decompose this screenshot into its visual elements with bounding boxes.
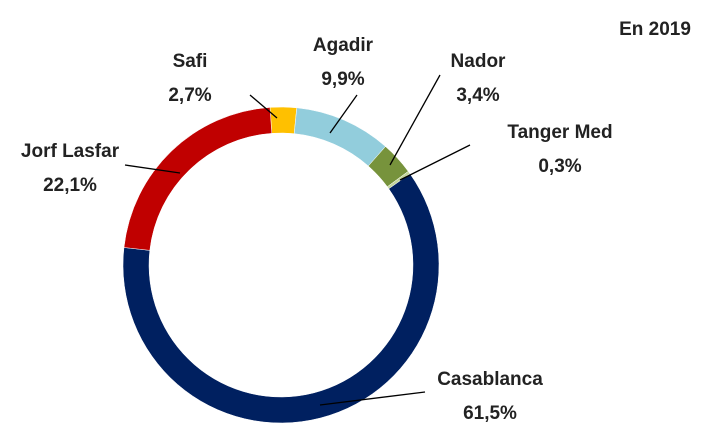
category-label: Casablanca <box>437 369 543 390</box>
category-label: Nador <box>451 51 507 72</box>
donut-segment <box>269 106 298 134</box>
value-label: 2,7% <box>168 85 211 106</box>
category-label: Jorf Lasfar <box>21 141 120 162</box>
donut-segment <box>123 107 273 251</box>
value-label: 61,5% <box>463 403 517 423</box>
value-label: 0,3% <box>538 156 581 177</box>
category-label: Safi <box>173 51 208 72</box>
donut-segment <box>122 173 440 423</box>
value-label: 9,9% <box>321 69 364 90</box>
value-label: 3,4% <box>456 85 499 106</box>
leader-line <box>319 391 426 406</box>
leader-line <box>249 94 278 119</box>
leader-line <box>329 94 358 134</box>
value-label: 22,1% <box>43 175 97 196</box>
leader-line <box>399 144 471 181</box>
category-label: Tanger Med <box>507 122 612 143</box>
donut-segment <box>293 107 386 167</box>
category-label: Agadir <box>313 35 374 56</box>
leader-line <box>124 164 181 174</box>
chart-title: En 2019 <box>619 19 691 40</box>
leader-line <box>389 74 441 166</box>
